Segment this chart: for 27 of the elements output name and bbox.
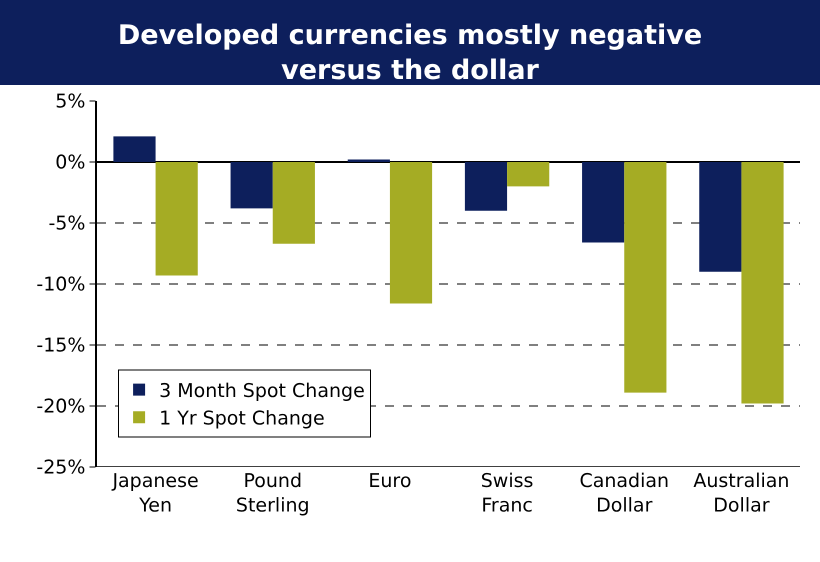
bar — [272, 162, 315, 244]
x-tick-label: Swiss Franc — [480, 470, 534, 517]
chart-title: Developed currencies mostly negative versus the dollar — [118, 20, 702, 86]
y-tick-label: -10% — [36, 274, 86, 296]
x-tick-label: Canadian Dollar — [579, 470, 670, 517]
bar — [582, 162, 624, 243]
bar — [741, 162, 784, 404]
bar — [390, 162, 432, 304]
bar — [230, 162, 273, 208]
y-tick-label: -5% — [48, 212, 86, 235]
bar — [464, 162, 508, 211]
bar — [156, 162, 198, 276]
y-tick-label: 0% — [55, 152, 86, 174]
y-tick-label: -25% — [36, 456, 86, 479]
x-tick-label: Euro — [368, 470, 412, 492]
x-tick-label: Australian Dollar — [693, 470, 790, 517]
legend-label: 3 Month Spot Change — [159, 380, 365, 402]
x-tick-label: Pound Sterling — [236, 470, 310, 517]
x-tick-label: Japanese Yen — [111, 470, 199, 517]
bar — [113, 136, 156, 162]
legend-label: 1 Yr Spot Change — [159, 408, 325, 430]
y-tick-label: -15% — [36, 334, 86, 357]
y-tick-label: -20% — [36, 396, 86, 418]
bar — [507, 162, 550, 186]
bar — [624, 162, 666, 393]
bar — [699, 162, 742, 272]
y-tick-label: 5% — [55, 90, 86, 113]
